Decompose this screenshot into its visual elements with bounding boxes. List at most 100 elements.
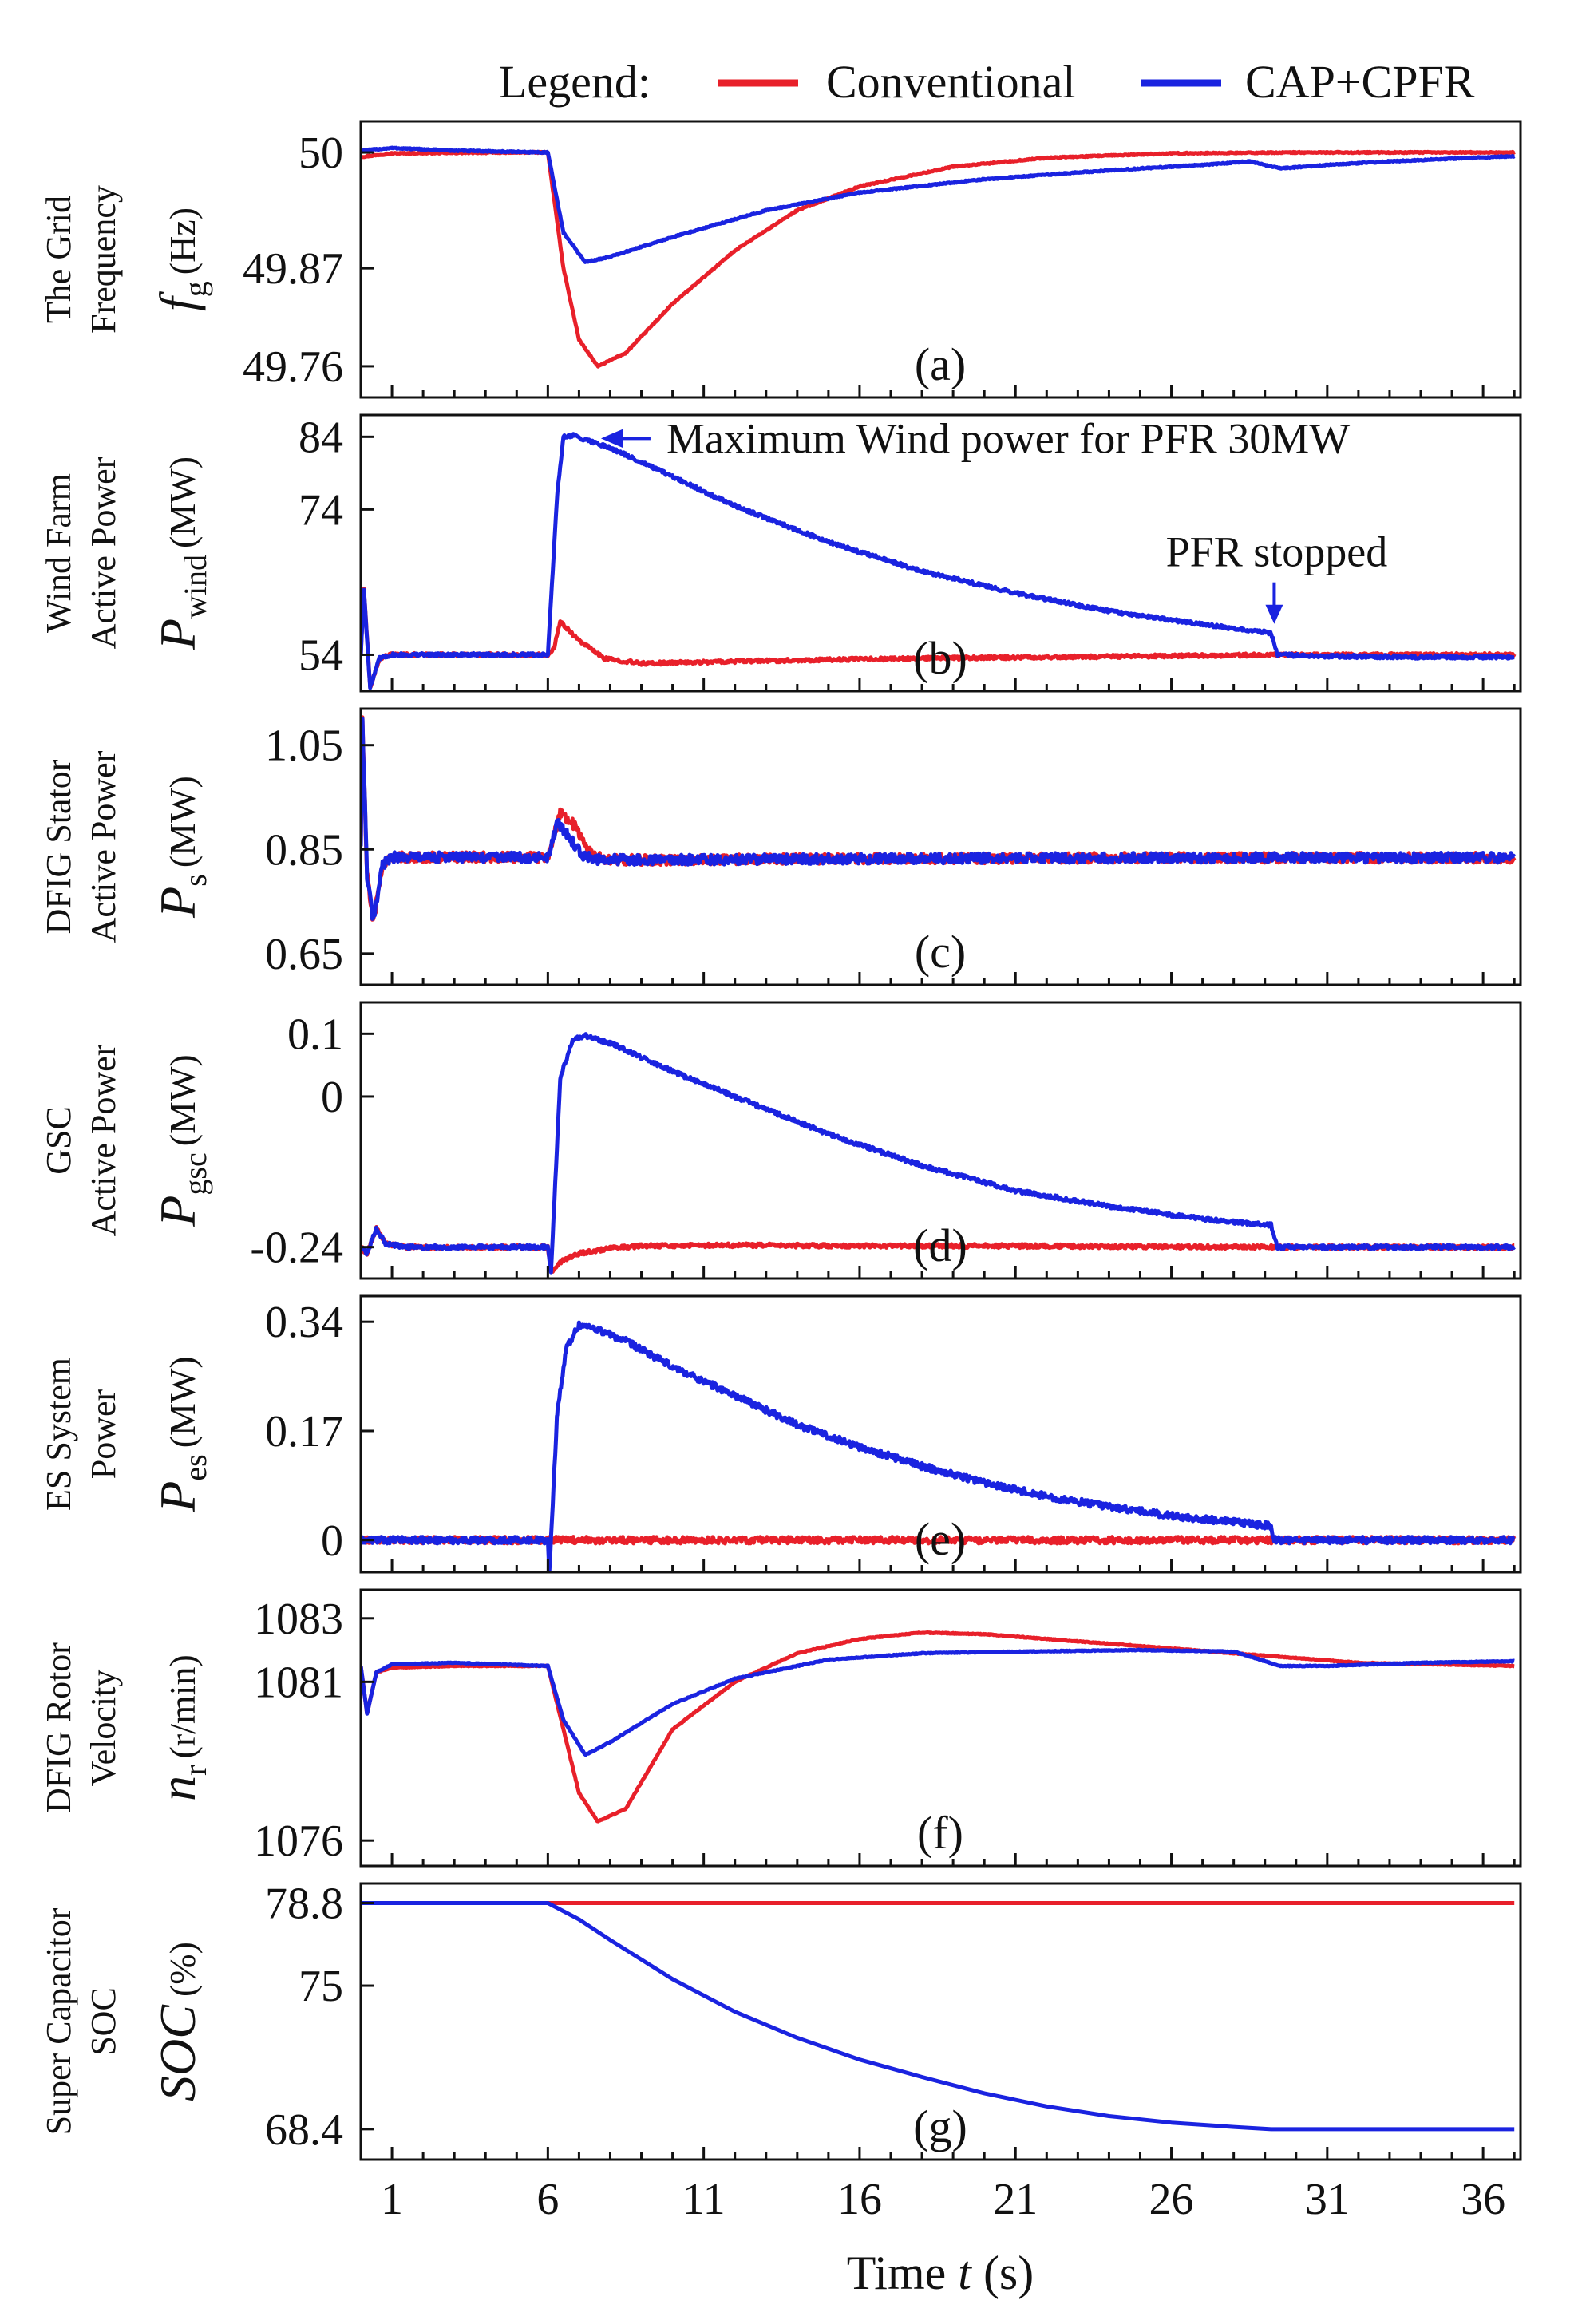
y-symbol-unit-b: (MW) — [162, 457, 203, 548]
y-symbol-unit-g: (%) — [162, 1942, 203, 1997]
y-title-line1-f: DFIG Rotor — [39, 1642, 78, 1813]
y-symbol-unit-c: (MW) — [162, 776, 203, 868]
y-tick-label-g: 68.4 — [265, 2105, 343, 2155]
annotation-arrow-pfr-head — [1265, 604, 1283, 624]
y-tick-label-b: 74 — [299, 485, 343, 535]
x-tick-label: 16 — [837, 2175, 882, 2224]
y-symbol-main-b: P — [149, 619, 206, 650]
y-symbol-e: Pes (MW) — [149, 1356, 213, 1512]
legend-title: Legend: — [499, 56, 651, 108]
panel-frame-f — [359, 1588, 1522, 1868]
panel-tag-e: (e) — [915, 1513, 966, 1565]
y-symbol-sub-a: g — [177, 281, 213, 297]
y-symbol-main-d: P — [149, 1196, 206, 1227]
y-symbol-a: fg(Hz) — [149, 208, 213, 311]
x-tick-label: 26 — [1149, 2175, 1194, 2224]
panel-frame-g — [359, 1882, 1522, 2161]
y-tick-label-g: 78.8 — [265, 1879, 343, 1929]
series-line-e-cap-cpfr — [361, 1320, 1516, 1572]
y-tick-label-c: 0.85 — [265, 825, 343, 875]
panel-e: 0 0.17 0.34 (e) ES System Power Pes (MW) — [39, 1294, 1522, 1574]
y-title-line1-a: The Grid — [39, 196, 78, 323]
y-tick-label-b: 54 — [299, 630, 343, 680]
y-symbol-unit-f: (r/min) — [162, 1654, 203, 1758]
panel-frame-a — [359, 120, 1522, 399]
y-title-line1-c: DFIG Stator — [39, 759, 78, 934]
panel-frame-c — [359, 707, 1522, 986]
panel-tag-c: (c) — [915, 926, 966, 978]
y-symbol-main-e: P — [149, 1481, 206, 1513]
series-line-f-conventional — [361, 1630, 1516, 1824]
series-line-a-conventional — [361, 149, 1516, 369]
y-title-line2-a: Frequency — [84, 185, 123, 334]
y-tick-label-f: 1081 — [254, 1658, 343, 1707]
series-group-e — [361, 1320, 1517, 1572]
panel-tag-g: (g) — [913, 2101, 967, 2152]
y-tick-label-a: 50 — [299, 128, 343, 178]
series-line-d-cap-cpfr — [361, 1032, 1516, 1275]
x-tick-labels: 1 6 11 16 21 26 31 36 — [381, 2175, 1505, 2224]
y-title-line2-d: Active Power — [84, 1044, 123, 1236]
y-symbol-b: Pwind (MW) — [149, 457, 213, 650]
y-title-line1-g: Super Capacitor — [39, 1907, 78, 2135]
series-group-c — [361, 715, 1517, 922]
y-title-line2-c: Active Power — [84, 750, 123, 943]
y-tick-label-d: 0 — [321, 1073, 343, 1122]
y-title-line1-e: ES System — [39, 1358, 78, 1511]
panel-tag-b: (b) — [913, 632, 967, 684]
y-tick-label-a: 49.76 — [243, 342, 343, 392]
y-tick-label-f: 1076 — [254, 1816, 343, 1866]
legend-label-capcpfr: CAP+CPFR — [1245, 56, 1475, 108]
series-line-f-cap-cpfr — [361, 1647, 1516, 1757]
panel-frame-d — [359, 1001, 1522, 1280]
y-tick-label-a: 49.87 — [243, 244, 343, 294]
y-symbol-c: Ps (MW) — [149, 776, 213, 919]
y-title-line2-b: Active Power — [84, 457, 123, 649]
y-symbol-unit-d: (MW) — [162, 1054, 203, 1146]
panel-frame-e — [359, 1294, 1522, 1574]
legend-label-conventional: Conventional — [826, 56, 1076, 108]
y-symbol-g: SOC (%) — [149, 1942, 206, 2101]
x-tick-label: 6 — [536, 2175, 559, 2224]
y-symbol-sub-e: es — [177, 1454, 213, 1480]
series-line-b-cap-cpfr — [361, 432, 1516, 690]
series-group-g — [361, 1901, 1515, 2132]
y-symbol-sub-d: gsc — [177, 1152, 213, 1195]
x-tick-label: 36 — [1461, 2175, 1505, 2224]
y-symbol-unit-a: (Hz) — [162, 208, 203, 275]
panel-b: 54 74 84 (b) Wind Farm Active Power Pwind (MW) M… — [39, 413, 1522, 693]
y-symbol-f: nr (r/min) — [149, 1654, 213, 1801]
series-group-d — [361, 1032, 1516, 1275]
y-symbol-sub-f: r — [177, 1765, 213, 1775]
y-tick-label-b: 84 — [299, 413, 343, 462]
y-tick-label-g: 75 — [299, 1962, 343, 2011]
x-axis: 1 6 11 16 21 26 31 36 Time t (s) — [381, 2175, 1505, 2299]
annotation-pfr-stopped: PFR stopped — [1166, 528, 1388, 576]
series-group-b — [361, 432, 1517, 690]
y-symbol-unit-e: (MW) — [162, 1356, 203, 1448]
panel-c: 0.65 0.85 1.05 (c) DFIG Stator Active Power Ps… — [39, 707, 1522, 986]
series-line-g-cap-cpfr — [361, 1901, 1515, 2132]
series-line-a-cap-cpfr — [361, 145, 1516, 264]
x-tick-label: 1 — [381, 2175, 403, 2224]
series-line-c-cap-cpfr — [361, 717, 1516, 921]
panel-tag-d: (d) — [913, 1219, 967, 1271]
annotation-arrow-max-head — [600, 429, 623, 449]
panel-f: 1076 1081 1083 (f) DFIG Rotor Velocity nr (r/mi… — [39, 1588, 1522, 1868]
legend: Legend: Conventional CAP+CPFR — [499, 56, 1475, 108]
y-title-line2-f: Velocity — [84, 1670, 123, 1787]
y-title-line2-e: Power — [84, 1389, 123, 1479]
panel-tag-f: (f) — [917, 1807, 963, 1859]
series-group-f — [361, 1630, 1516, 1824]
y-tick-label-e: 0 — [321, 1516, 343, 1566]
annotation-max-wind-power: Maximum Wind power for PFR 30MW — [666, 414, 1350, 462]
y-symbol-sub-b: wind — [177, 555, 213, 619]
y-tick-label-e: 0.17 — [265, 1407, 343, 1456]
y-tick-label-c: 0.65 — [265, 930, 343, 979]
x-axis-label: Time t (s) — [847, 2247, 1034, 2299]
series-group-a — [361, 145, 1516, 369]
panel-d: -0.24 0 0.1 (d) GSC Active Power Pgsc (MW) — [39, 1001, 1522, 1280]
